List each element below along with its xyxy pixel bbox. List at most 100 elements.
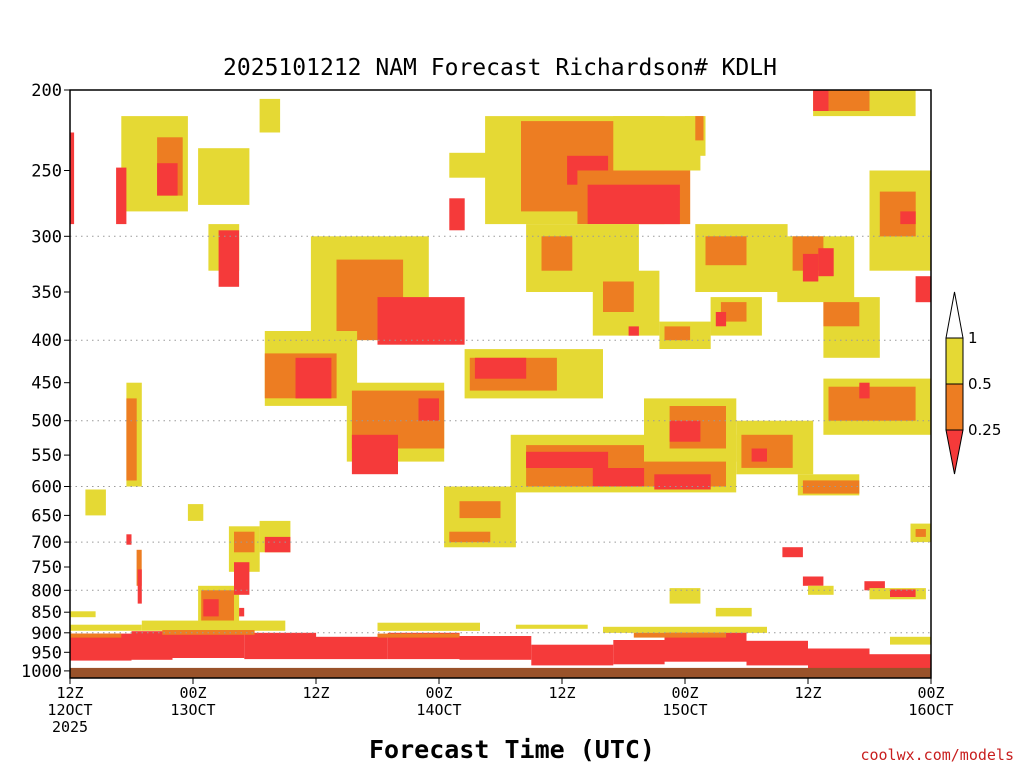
- ri-cell-mid: [828, 386, 916, 421]
- ri-cell-mid: [70, 633, 122, 638]
- y-tick-label: 1000: [21, 662, 62, 682]
- y-axis: 200 250 300 350 400 450 500 550 600 650 700 750 8008…: [21, 81, 70, 682]
- ri-cell-low: [244, 632, 317, 660]
- ri-cell-low: [116, 167, 127, 225]
- ri-cell-low: [131, 631, 173, 660]
- ri-cell-mid: [705, 236, 747, 266]
- ri-cell-low: [449, 198, 465, 231]
- ri-cell-high: [198, 148, 250, 205]
- ri-cell-mid: [823, 302, 860, 327]
- ri-cell-high: [70, 611, 96, 618]
- ri-cell-mid: [915, 529, 926, 537]
- ri-cell-low: [654, 474, 711, 490]
- ri-cell-low: [751, 448, 767, 462]
- legend-box-mid: [945, 383, 964, 431]
- ri-cell-low: [418, 398, 439, 421]
- y-tick-label: 950: [31, 643, 62, 663]
- y-tick-label: 700: [31, 533, 62, 553]
- ri-cell-mid: [449, 531, 491, 543]
- ri-cell-mid: [126, 398, 137, 481]
- ri-cell-low: [234, 562, 250, 595]
- ri-cell-low: [157, 163, 178, 196]
- ri-cell-low: [459, 636, 532, 660]
- ri-cell-mid: [828, 90, 870, 111]
- ri-cell-low: [592, 468, 645, 487]
- y-tick-label: 550: [31, 446, 62, 466]
- ri-cell-low: [137, 569, 142, 604]
- ri-cell-high: [603, 626, 767, 633]
- ri-cell-mid: [377, 633, 460, 638]
- ri-cell-low: [818, 248, 834, 277]
- x-tick-label: 2025: [52, 718, 88, 736]
- ri-cell-high: [259, 98, 281, 133]
- ri-cell-mid: [695, 116, 704, 141]
- y-tick-label: 300: [31, 227, 62, 247]
- ri-cell-low: [218, 230, 240, 287]
- x-tick-label: 00Z: [425, 684, 452, 702]
- x-tick-label: 00Z: [917, 684, 944, 702]
- ri-cell-mid: [136, 549, 142, 586]
- ri-cell-low: [869, 654, 931, 669]
- x-tick-label: 00Z: [671, 684, 698, 702]
- ri-cell-low: [915, 276, 931, 303]
- x-tick-label: 12Z: [794, 684, 821, 702]
- ri-cell-low: [802, 576, 824, 586]
- ri-cell-low: [264, 536, 291, 553]
- ri-cell-low: [864, 581, 885, 591]
- ri-cell-low: [628, 326, 639, 336]
- ri-cell-low: [613, 640, 665, 665]
- ri-cell-high: [808, 585, 834, 595]
- ri-cell-mid: [802, 480, 860, 494]
- y-tick-label: 600: [31, 478, 62, 498]
- ri-cell-low: [715, 312, 727, 327]
- x-tick-label: 15OCT: [662, 701, 707, 719]
- x-axis-label: Forecast Time (UTC): [369, 735, 655, 764]
- y-tick-label: 250: [31, 162, 62, 182]
- ri-cell-low: [808, 648, 870, 669]
- colorbar-legend: 1 0.5 0.25: [945, 291, 1001, 475]
- ri-cell-high: [85, 489, 106, 516]
- y-tick-label: 800: [31, 581, 62, 601]
- ri-cell-low: [890, 589, 916, 597]
- x-tick-label: 12OCT: [47, 701, 92, 719]
- ri-cell-low: [531, 644, 614, 666]
- legend-label: 1: [968, 329, 978, 347]
- x-tick-label: 12Z: [302, 684, 329, 702]
- ri-cell-low: [526, 451, 609, 468]
- ri-cell-mid: [603, 281, 634, 312]
- x-tick-label: 12Z: [548, 684, 575, 702]
- ri-cell-mid: [741, 434, 793, 468]
- ri-cell-mid: [541, 236, 573, 271]
- ri-cell-low: [316, 636, 388, 660]
- legend-box-high: [945, 337, 964, 385]
- ri-cell-low: [126, 534, 132, 545]
- ri-cell-low: [900, 211, 916, 225]
- ri-cell-mid: [633, 632, 727, 638]
- x-tick-label: 00Z: [179, 684, 206, 702]
- legend-label: 0.5: [968, 375, 992, 393]
- ri-cell-low: [859, 382, 870, 399]
- y-tick-label: 650: [31, 506, 62, 526]
- y-tick-label: 450: [31, 374, 62, 394]
- ri-cell-low: [813, 90, 829, 111]
- ri-cell-high: [187, 504, 204, 521]
- ri-cell-high: [70, 624, 142, 631]
- plot-frame: [69, 89, 932, 679]
- x-tick-label: 16OCT: [908, 701, 953, 719]
- x-tick-label: 14OCT: [416, 701, 461, 719]
- ri-cell-mid: [234, 531, 255, 553]
- chart-title: 2025101212 NAM Forecast Richardson# KDLH: [223, 55, 777, 81]
- legend-bottom-arrow: [945, 429, 964, 475]
- ri-cell-low: [802, 253, 819, 282]
- ri-cell-mid: [664, 326, 691, 341]
- ground-layer: [70, 667, 931, 678]
- ri-cell-high: [377, 622, 480, 631]
- ri-cell-high: [715, 607, 752, 617]
- y-tick-label: 750: [31, 558, 62, 578]
- y-tick-label: 850: [31, 603, 62, 623]
- ri-cell-high: [141, 620, 286, 631]
- y-tick-label: 900: [31, 624, 62, 644]
- legend-label: 0.25: [968, 421, 1001, 439]
- ri-cell-low: [203, 599, 219, 617]
